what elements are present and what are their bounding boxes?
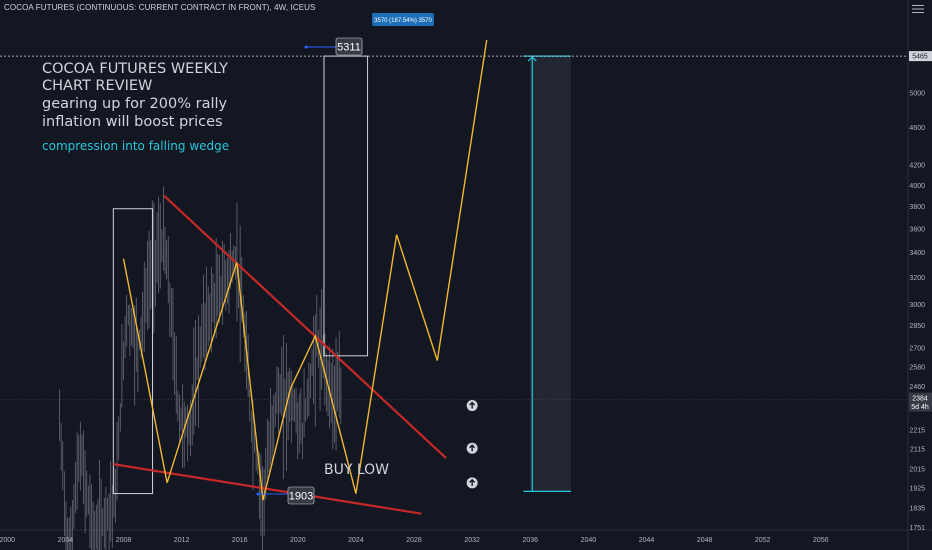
- y-tick-label: 1835: [909, 505, 925, 512]
- x-tick-label: 2004: [58, 537, 74, 544]
- arrow-up-glyph: [469, 444, 476, 452]
- y-tick-label: 2015: [909, 467, 925, 474]
- y-tick-label: 4000: [909, 183, 925, 190]
- y-tick-label: 3600: [909, 226, 925, 233]
- arrow-up-glyph: [469, 478, 476, 486]
- y-tick-label: 2850: [909, 323, 925, 330]
- x-tick-label: 2024: [348, 537, 364, 544]
- top-level-marker: [909, 51, 932, 62]
- arrow-up-glyph: [469, 401, 476, 409]
- y-tick-label: 2215: [909, 428, 925, 435]
- y-tick-label: 2460: [909, 384, 925, 391]
- y-tick-label: 2580: [909, 364, 925, 371]
- x-tick-label: 2040: [581, 537, 597, 544]
- price-range-shade[interactable]: [530, 56, 571, 492]
- x-tick-label: 2008: [116, 537, 132, 544]
- chart-symbol-title: COCOA FUTURES (CONTINUOUS: CURRENT CONTR…: [4, 3, 316, 12]
- y-tick-label: 2700: [909, 346, 925, 353]
- bar-countdown: 5d 4h: [911, 404, 929, 411]
- x-tick-label: 2028: [406, 537, 422, 544]
- x-tick-label: 2032: [464, 537, 480, 544]
- y-tick-label: 3200: [909, 275, 925, 282]
- y-tick-label: 3800: [909, 204, 925, 211]
- price-label-1903-dot: [256, 492, 260, 496]
- annotation-wedge-note: compression into falling wedge: [42, 139, 229, 153]
- target-badge: 3570 (187.54%) 3570: [374, 18, 432, 24]
- arrow-up-icon: [527, 56, 537, 62]
- top-level-value: 5465: [912, 54, 928, 61]
- projection-path[interactable]: [122, 39, 488, 501]
- wedge-resistance-line[interactable]: [163, 195, 447, 459]
- price-label-5311-dot: [304, 45, 308, 49]
- y-tick-label: 1751: [909, 525, 925, 532]
- y-tick-label: 4600: [909, 125, 925, 132]
- last-price-value: 2384: [912, 396, 928, 403]
- y-tick-label: 5000: [909, 90, 925, 97]
- price-label-1903-box[interactable]: [287, 486, 315, 505]
- annotation-title-line: inflation will boost prices: [42, 114, 223, 130]
- target-zone-box[interactable]: [323, 55, 369, 357]
- x-tick-label: 2056: [813, 537, 829, 544]
- hamburger-menu-icon[interactable]: [912, 4, 924, 14]
- annotation-title-line: CHART REVIEW: [42, 78, 152, 94]
- y-tick-label: 1925: [909, 486, 925, 493]
- x-tick-label: 2048: [697, 537, 713, 544]
- x-tick-label: 2000: [0, 537, 15, 544]
- target-badge-box: [372, 13, 434, 26]
- x-tick-label: 2020: [290, 537, 306, 544]
- price-label-1903: 1903: [289, 491, 313, 503]
- y-tick-label: 3400: [909, 250, 925, 257]
- x-tick-label: 2016: [232, 537, 248, 544]
- x-tick-label: 2052: [755, 537, 771, 544]
- price-label-5311: 5311: [337, 42, 361, 54]
- accumulation-zone-box[interactable]: [112, 208, 154, 495]
- buy-low-label: BUY LOW: [324, 462, 389, 478]
- price-label-5311-box[interactable]: [335, 37, 363, 56]
- annotation-title-line: COCOA FUTURES WEEKLY: [42, 61, 228, 77]
- annotation-title-line: gearing up for 200% rally: [42, 96, 228, 112]
- last-price-marker: [909, 392, 932, 412]
- y-tick-label: 3000: [909, 302, 925, 309]
- x-tick-label: 2012: [174, 537, 190, 544]
- y-tick-label: 2115: [910, 447, 925, 454]
- x-tick-label: 2044: [639, 537, 655, 544]
- y-tick-label: 4200: [909, 163, 925, 170]
- x-tick-label: 2036: [522, 537, 538, 544]
